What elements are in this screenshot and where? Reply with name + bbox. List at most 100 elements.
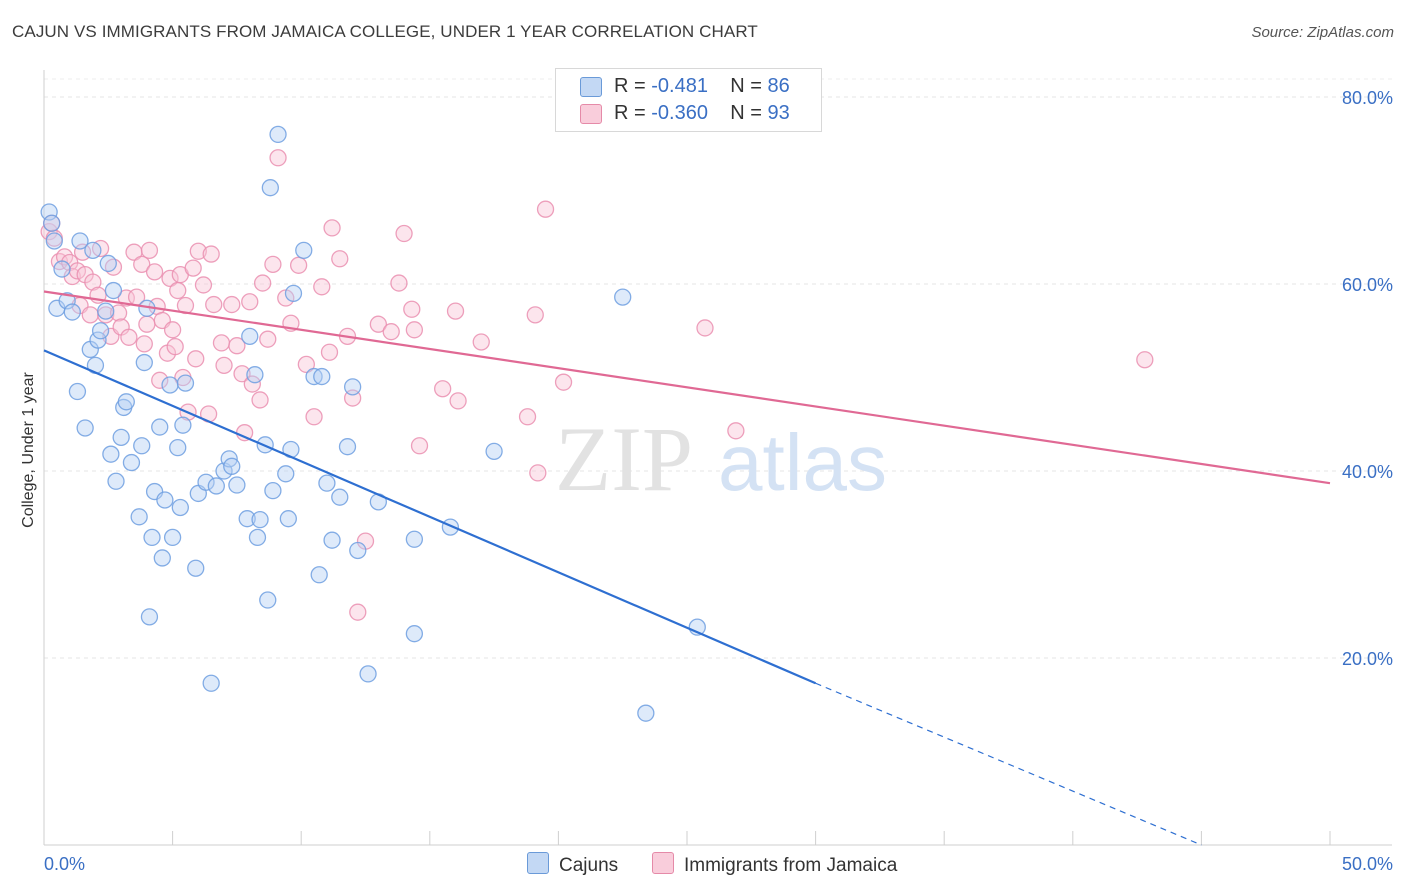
data-point — [153, 549, 171, 567]
bottom-legend-swatch-jamaica — [652, 852, 674, 874]
data-point — [212, 334, 231, 352]
data-point — [176, 374, 195, 392]
data-point — [99, 254, 117, 273]
bottom-legend-jamaica: Immigrants from Jamaica — [652, 852, 897, 877]
legend-n-value: 93 — [767, 102, 790, 124]
chart-title: CAJUN VS IMMIGRANTS FROM JAMAICA COLLEGE… — [12, 22, 758, 41]
series-jamaica — [40, 149, 1154, 621]
bottom-legend-label-cajuns: Cajuns — [559, 855, 619, 876]
data-point — [323, 219, 341, 237]
data-point — [130, 508, 148, 526]
data-point — [246, 366, 264, 384]
legend-n-value: 86 — [767, 75, 790, 97]
watermark: ZIP atlas — [555, 408, 887, 510]
data-point — [163, 321, 182, 339]
watermark-atlas: atlas — [718, 418, 887, 507]
data-point — [331, 488, 349, 506]
data-point — [189, 242, 207, 260]
data-point — [253, 274, 272, 292]
data-point — [194, 276, 213, 294]
data-point — [331, 250, 349, 268]
data-point — [161, 376, 179, 394]
data-point — [163, 528, 182, 547]
legend-r-label: R = — [614, 75, 646, 97]
data-point — [349, 603, 367, 621]
data-point — [91, 322, 110, 340]
data-point — [58, 292, 76, 310]
trend-line-jamaica — [43, 290, 1331, 485]
data-point — [305, 408, 323, 426]
legend-r-label: R = — [614, 102, 646, 124]
data-point — [145, 263, 164, 281]
data-point — [76, 419, 94, 437]
correlation-legend: R = -0.481 N = 86 R = -0.360 N = 93 — [555, 68, 822, 132]
data-point — [171, 498, 189, 517]
data-point — [320, 343, 339, 361]
trend-line-cajuns — [43, 349, 817, 685]
data-point — [269, 149, 287, 167]
data-point — [166, 337, 184, 356]
data-point — [297, 355, 315, 374]
data-point — [259, 591, 277, 609]
data-point — [207, 477, 225, 495]
data-point — [104, 281, 123, 300]
data-point — [536, 200, 555, 218]
data-point — [323, 531, 341, 549]
legend-n-label: N = — [730, 102, 762, 124]
chart-source: Source: ZipAtlas.com — [1251, 24, 1394, 41]
data-point — [122, 453, 141, 472]
trend-line-extension — [815, 682, 1202, 846]
data-point — [120, 328, 138, 346]
legend-swatch-cajuns — [580, 77, 602, 97]
data-point — [284, 284, 303, 303]
data-point — [277, 465, 295, 483]
y-tick-label: 80.0% — [1342, 88, 1393, 108]
data-point — [140, 241, 159, 259]
data-point — [151, 418, 169, 436]
y-axis-label: College, Under 1 year — [20, 372, 37, 528]
data-point — [696, 319, 714, 337]
x-tick-label: 50.0% — [1342, 854, 1393, 874]
legend-r-value: -0.360 — [651, 102, 708, 124]
data-point — [45, 232, 63, 250]
data-point — [40, 203, 58, 221]
data-point — [318, 474, 336, 492]
data-point — [112, 428, 130, 446]
data-point — [526, 306, 544, 324]
data-point — [97, 302, 115, 320]
data-point — [295, 241, 313, 259]
data-point — [109, 304, 128, 322]
data-point — [390, 274, 408, 292]
data-point — [338, 438, 357, 456]
data-point — [135, 353, 153, 372]
data-point — [63, 303, 81, 321]
x-tick-label: 0.0% — [44, 854, 85, 874]
data-point — [205, 295, 223, 314]
data-point — [238, 510, 256, 528]
data-point — [434, 380, 452, 398]
data-point — [97, 306, 115, 324]
data-point — [472, 333, 490, 351]
data-point — [264, 481, 282, 500]
data-point — [228, 337, 246, 355]
bottom-legend-label-jamaica: Immigrants from Jamaica — [684, 855, 898, 876]
data-point — [202, 245, 220, 263]
data-point — [43, 214, 61, 232]
axes — [43, 70, 1392, 846]
data-point — [343, 378, 362, 396]
data-point — [102, 445, 120, 463]
series-cajuns — [40, 125, 706, 722]
data-point — [223, 457, 241, 475]
data-point — [313, 367, 331, 386]
data-point — [261, 179, 279, 197]
data-point — [313, 278, 331, 296]
series-layer — [40, 125, 1331, 846]
data-point — [169, 281, 187, 300]
data-point — [81, 306, 99, 324]
data-point — [1136, 351, 1154, 369]
data-point — [403, 300, 421, 318]
data-point — [233, 365, 251, 383]
data-point — [184, 259, 202, 277]
data-point — [449, 392, 467, 410]
data-point — [161, 269, 179, 288]
